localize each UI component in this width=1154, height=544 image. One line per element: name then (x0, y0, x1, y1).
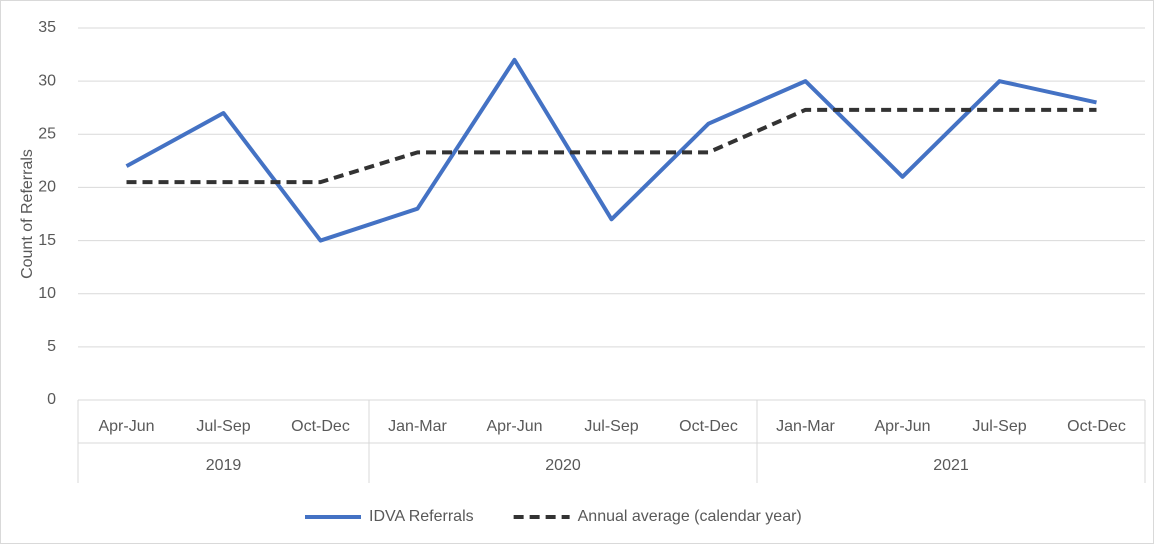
y-tick-label: 30 (38, 72, 56, 89)
legend-label: Annual average (calendar year) (578, 508, 802, 525)
group-label: 2019 (206, 457, 242, 474)
x-tick-label: Jul-Sep (584, 418, 638, 435)
y-tick-label: 5 (47, 338, 56, 355)
y-tick-label: 35 (38, 19, 56, 36)
x-tick-label: Apr-Jun (98, 418, 154, 435)
series-line (125, 57, 1097, 243)
y-tick-label: 0 (47, 391, 56, 408)
x-tick-label: Jul-Sep (972, 418, 1026, 435)
y-axis-label: Count of Referrals (19, 149, 36, 279)
group-label: 2020 (545, 457, 581, 474)
x-tick-label: Apr-Jun (486, 418, 542, 435)
x-tick-label: Oct-Dec (291, 418, 350, 435)
y-tick-label: 15 (38, 232, 56, 249)
series-line (126, 107, 1097, 185)
group-label: 2021 (933, 457, 969, 474)
x-tick-label: Jan-Mar (776, 418, 835, 435)
x-tick-label: Oct-Dec (679, 418, 738, 435)
x-tick-label: Oct-Dec (1067, 418, 1126, 435)
x-tick-label: Jan-Mar (388, 418, 447, 435)
y-tick-label: 25 (38, 126, 56, 143)
legend-label: IDVA Referrals (369, 508, 474, 525)
x-tick-label: Jul-Sep (196, 418, 250, 435)
y-tick-label: 10 (38, 285, 56, 302)
x-tick-label: Apr-Jun (874, 418, 930, 435)
y-tick-label: 20 (38, 179, 56, 196)
